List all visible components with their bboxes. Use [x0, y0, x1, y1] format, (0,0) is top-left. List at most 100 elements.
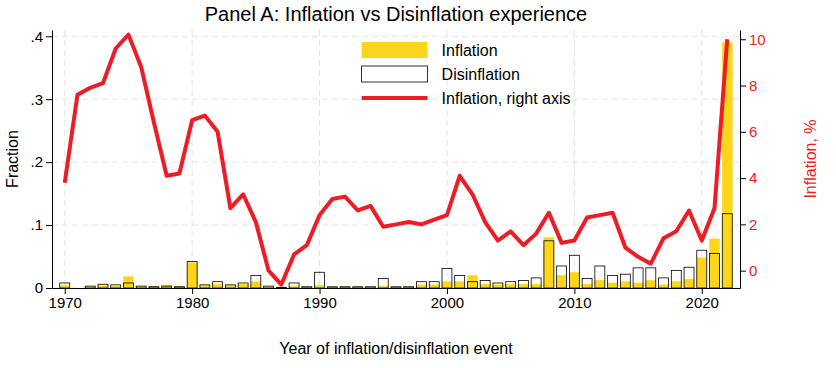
- bar: [493, 283, 503, 288]
- axis-line: [52, 31, 53, 289]
- y-axis-title: Fraction: [4, 130, 21, 188]
- line: [65, 35, 728, 285]
- bar: [60, 283, 70, 288]
- grid: [52, 30, 740, 288]
- bar: [85, 287, 95, 288]
- tick-label: 8: [749, 77, 757, 94]
- grid-line-y: [52, 162, 740, 163]
- axis-line: [740, 31, 741, 289]
- bar: [162, 286, 172, 288]
- bar: [340, 287, 350, 288]
- bar: [85, 286, 95, 288]
- bar: [582, 279, 592, 288]
- tick-label: 4: [749, 169, 757, 186]
- tick-label: 10: [749, 31, 766, 48]
- tick-label: 0: [35, 279, 43, 296]
- bar: [684, 267, 694, 288]
- tick: .2: [30, 153, 52, 170]
- bar: [111, 285, 121, 288]
- grid-line-x: [574, 30, 575, 288]
- tick-mark: [740, 86, 746, 87]
- bar: [302, 287, 312, 288]
- bar: [353, 287, 363, 288]
- bar: [136, 286, 146, 288]
- bar: [123, 283, 133, 288]
- tick-mark: [740, 132, 746, 133]
- bar: [327, 287, 337, 288]
- tick-label: 1980: [176, 294, 209, 311]
- tick: 2020: [686, 288, 719, 311]
- tick-label: 1990: [303, 294, 336, 311]
- bar: [506, 282, 516, 288]
- tick-label: 2020: [686, 294, 719, 311]
- plot-area: [60, 35, 732, 288]
- tick-mark: [740, 39, 746, 40]
- tick-label: .4: [30, 28, 43, 45]
- tick-label: .1: [30, 216, 43, 233]
- grid-line-x: [192, 30, 193, 288]
- y2-axis: 0 2 4 6 8 10: [740, 31, 766, 289]
- tick: 4: [740, 169, 757, 186]
- bar: [98, 284, 108, 288]
- legend-label: Inflation, right axis: [442, 90, 571, 107]
- grid-line-y: [52, 99, 740, 100]
- bar: [353, 287, 363, 288]
- tick-label: 2: [749, 216, 757, 233]
- tick-label: .3: [30, 91, 43, 108]
- bar: [123, 277, 133, 288]
- tick-label: 2000: [431, 294, 464, 311]
- tick: 1980: [176, 288, 209, 311]
- grid-line-x: [64, 30, 65, 288]
- tick: 0: [35, 279, 52, 296]
- tick: 0: [740, 262, 757, 279]
- bar: [174, 287, 184, 288]
- tick-label: .2: [30, 153, 43, 170]
- bar: [200, 285, 210, 288]
- bar: [264, 286, 274, 288]
- chart: 1970198019902000201020200.1.2.3.40246810…: [0, 0, 836, 368]
- y2-axis-title: Inflation, %: [802, 119, 819, 198]
- bar: [73, 288, 83, 289]
- bar: [467, 275, 477, 288]
- bar: [429, 282, 439, 288]
- legend-label: Inflation: [442, 42, 498, 59]
- bar: [544, 238, 554, 288]
- tick: 2000: [431, 288, 464, 311]
- legend-swatch: [362, 66, 428, 82]
- bar: [225, 285, 235, 288]
- bar: [417, 282, 427, 288]
- bar: [327, 287, 337, 288]
- bar: [187, 262, 197, 288]
- tick-mark: [46, 288, 52, 289]
- tick: 6: [740, 123, 757, 140]
- bar: [391, 287, 401, 288]
- tick: 2: [740, 216, 757, 233]
- bar: [174, 287, 184, 288]
- legend-label: Disinflation: [442, 66, 520, 83]
- bar: [531, 278, 541, 288]
- bar: [710, 253, 720, 288]
- tick-mark: [46, 162, 52, 163]
- grid-line-x: [319, 30, 320, 288]
- bar: [595, 266, 605, 288]
- axis-line: [53, 288, 741, 289]
- bar: [518, 280, 528, 288]
- bar: [467, 282, 477, 288]
- bar: [442, 268, 452, 288]
- bar: [136, 287, 146, 288]
- x-axis-title: Year of inflation/disinflation event: [279, 340, 513, 357]
- y-axis: 0 .1 .2 .3 .4: [30, 28, 52, 297]
- title: Panel A: Inflation vs Disinflation exper…: [205, 3, 587, 25]
- bar: [378, 279, 388, 288]
- bar: [276, 287, 286, 288]
- legend-swatch: [362, 96, 428, 100]
- tick-mark: [46, 99, 52, 100]
- tick: 8: [740, 77, 757, 94]
- legend-item: Inflation, right axis: [362, 90, 571, 107]
- bar: [404, 287, 414, 288]
- bar: [200, 285, 210, 288]
- bar: [289, 283, 299, 288]
- bar: [480, 280, 490, 288]
- bar: [722, 214, 732, 288]
- bar: [213, 282, 223, 288]
